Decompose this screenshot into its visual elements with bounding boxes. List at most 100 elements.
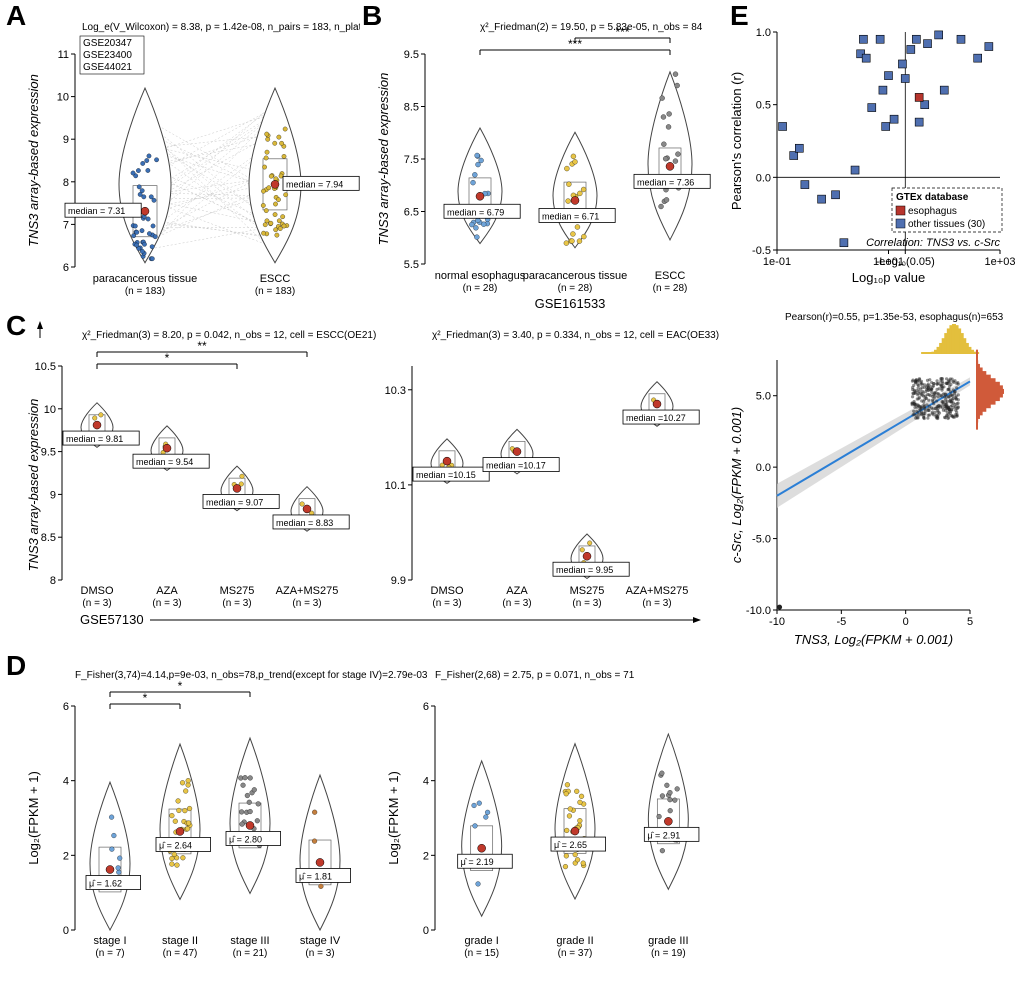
- svg-text:0.5: 0.5: [756, 100, 771, 112]
- svg-text:grade II: grade II: [556, 935, 593, 947]
- svg-text:MS275: MS275: [570, 585, 605, 597]
- svg-text:-10.0: -10.0: [746, 605, 771, 617]
- svg-text:1e+01: 1e+01: [873, 256, 904, 268]
- svg-text:6.5: 6.5: [404, 207, 419, 219]
- svg-text:median =10.15: median =10.15: [416, 470, 476, 480]
- svg-text:MS275: MS275: [220, 585, 255, 597]
- svg-text:1.0: 1.0: [756, 27, 771, 39]
- svg-text:(n = 19): (n = 19): [651, 948, 686, 959]
- svg-text:6: 6: [63, 262, 69, 274]
- svg-text:0: 0: [63, 925, 69, 937]
- svg-text:0: 0: [423, 925, 429, 937]
- svg-text:(n = 3): (n = 3): [572, 598, 601, 609]
- svg-text:F_Fisher(3,74)=4.14,p=9e-03, n: F_Fisher(3,74)=4.14,p=9e-03, n_obs=78,p_…: [75, 670, 428, 681]
- svg-text:stage III: stage III: [230, 935, 269, 947]
- svg-text:(n = 3): (n = 3): [642, 598, 671, 609]
- svg-text:2: 2: [63, 850, 69, 862]
- svg-text:AZA: AZA: [156, 585, 178, 597]
- svg-text:GSE23400: GSE23400: [83, 50, 132, 61]
- svg-text:**: **: [197, 339, 207, 353]
- svg-text:9.5: 9.5: [41, 447, 56, 459]
- svg-text:TNS3, Log₂(FPKM + 0.001): TNS3, Log₂(FPKM + 0.001): [794, 632, 953, 647]
- svg-text:10: 10: [57, 92, 69, 104]
- svg-text:F_Fisher(2,68) = 2.75, p = 0.0: F_Fisher(2,68) = 2.75, p = 0.071, n_obs …: [435, 670, 635, 681]
- svg-text:esophagus: esophagus: [908, 206, 957, 217]
- svg-text:μ̂ = 2.65: μ̂ = 2.65: [554, 840, 587, 850]
- svg-text:AZA+MS275: AZA+MS275: [276, 585, 339, 597]
- svg-text:ESCC: ESCC: [260, 273, 291, 285]
- svg-text:(n = 183): (n = 183): [125, 286, 165, 297]
- svg-text:5: 5: [967, 616, 973, 628]
- svg-text:Log_e(V_Wilcoxon) = 8.38, p =: Log_e(V_Wilcoxon) = 8.38, p = 1.42e-08, …: [82, 22, 360, 33]
- svg-text:median = 6.79: median = 6.79: [447, 207, 504, 217]
- svg-text:Log₂(FPKM + 1): Log₂(FPKM + 1): [26, 771, 41, 865]
- svg-text:(n = 3): (n = 3): [152, 598, 181, 609]
- svg-text:Log₂(FPKM + 1): Log₂(FPKM + 1): [386, 771, 401, 865]
- svg-text:c-Src, Log₂(FPKM + 0.001): c-Src, Log₂(FPKM + 0.001): [729, 407, 744, 563]
- svg-text:(n = 3): (n = 3): [292, 598, 321, 609]
- svg-text:median = 9.95: median = 9.95: [556, 565, 613, 575]
- svg-text:grade I: grade I: [465, 935, 499, 947]
- svg-text:9: 9: [63, 134, 69, 146]
- svg-text:μ̂ = 2.91: μ̂ = 2.91: [647, 830, 680, 840]
- figure-container: A B E C D Log_e(V_Wilcoxon) = 8.38, p = …: [0, 0, 1020, 983]
- svg-text:*: *: [178, 679, 183, 693]
- svg-text:stage II: stage II: [162, 935, 198, 947]
- svg-text:7: 7: [63, 219, 69, 231]
- svg-text:9: 9: [50, 489, 56, 501]
- svg-text:μ̂ = 2.64: μ̂ = 2.64: [159, 840, 192, 850]
- svg-text:other tissues (30): other tissues (30): [908, 219, 985, 230]
- svg-text:median = 7.94: median = 7.94: [286, 179, 343, 189]
- svg-text:(n = 28): (n = 28): [653, 283, 688, 294]
- svg-text:11: 11: [58, 49, 69, 61]
- svg-text:1e-01: 1e-01: [763, 256, 791, 268]
- svg-text:TNS3 array-based expression: TNS3 array-based expression: [26, 74, 41, 247]
- svg-text:μ̂ = 2.19: μ̂ = 2.19: [461, 857, 494, 867]
- svg-text:ESCC: ESCC: [655, 270, 686, 282]
- panel-d-plot: F_Fisher(3,74)=4.14,p=9e-03, n_obs=78,p_…: [20, 660, 720, 980]
- svg-text:9.5: 9.5: [404, 49, 419, 61]
- svg-text:median = 6.71: median = 6.71: [542, 211, 599, 221]
- svg-text:GTEx database: GTEx database: [896, 192, 969, 203]
- svg-text:1e+03: 1e+03: [985, 256, 1015, 268]
- svg-text:(n = 28): (n = 28): [463, 283, 498, 294]
- svg-text:μ̂ = 1.81: μ̂ = 1.81: [299, 871, 332, 881]
- svg-text:χ²_Friedman(3) = 8.20, p = 0.0: χ²_Friedman(3) = 8.20, p = 0.042, n_obs …: [82, 330, 376, 341]
- svg-text:(n = 3): (n = 3): [222, 598, 251, 609]
- svg-text:DMSO: DMSO: [431, 585, 464, 597]
- svg-text:(n = 3): (n = 3): [432, 598, 461, 609]
- svg-text:5.0: 5.0: [756, 391, 771, 403]
- svg-text:GSE44021: GSE44021: [83, 62, 132, 73]
- svg-text:8.5: 8.5: [404, 102, 419, 114]
- svg-text:(n = 183): (n = 183): [255, 286, 295, 297]
- svg-text:median = 9.81: median = 9.81: [66, 434, 123, 444]
- svg-text:4: 4: [423, 776, 429, 788]
- svg-text:-5.0: -5.0: [752, 534, 771, 546]
- svg-text:GSE57130: GSE57130: [80, 612, 144, 627]
- svg-text:median = 9.07: median = 9.07: [206, 497, 263, 507]
- svg-text:GSE161533: GSE161533: [535, 296, 606, 311]
- svg-text:0.0: 0.0: [756, 462, 771, 474]
- svg-text:(n = 47): (n = 47): [163, 948, 198, 959]
- svg-text:8.5: 8.5: [41, 532, 56, 544]
- svg-text:10.5: 10.5: [35, 361, 56, 373]
- svg-text:7.5: 7.5: [404, 154, 419, 166]
- svg-text:μ̂ = 1.62: μ̂ = 1.62: [89, 879, 122, 889]
- svg-text:(n = 3): (n = 3): [502, 598, 531, 609]
- svg-text:median =10.17: median =10.17: [486, 461, 546, 471]
- svg-text:2: 2: [423, 850, 429, 862]
- panel-e-plot: -0.50.00.51.01e-01-Log₁₀(0.05)1e+011e+03…: [725, 20, 1015, 660]
- svg-text:5.5: 5.5: [404, 259, 419, 271]
- svg-text:(n = 3): (n = 3): [305, 948, 334, 959]
- svg-text:TNS3 array-based expression: TNS3 array-based expression: [376, 73, 391, 246]
- svg-text:TNS3 array-based expression: TNS3 array-based expression: [26, 399, 41, 572]
- svg-text:χ²_Friedman(2) = 19.50, p = 5.: χ²_Friedman(2) = 19.50, p = 5.83e-05, n_…: [480, 22, 703, 33]
- svg-text:-10: -10: [769, 616, 785, 628]
- svg-text:0: 0: [903, 616, 909, 628]
- svg-text:*: *: [165, 351, 170, 365]
- svg-text:stage I: stage I: [93, 935, 126, 947]
- svg-text:4: 4: [63, 776, 69, 788]
- svg-text:DMSO: DMSO: [81, 585, 114, 597]
- svg-text:Pearson's correlation (r): Pearson's correlation (r): [729, 72, 744, 210]
- panel-b-plot: χ²_Friedman(2) = 19.50, p = 5.83e-05, n_…: [370, 12, 720, 312]
